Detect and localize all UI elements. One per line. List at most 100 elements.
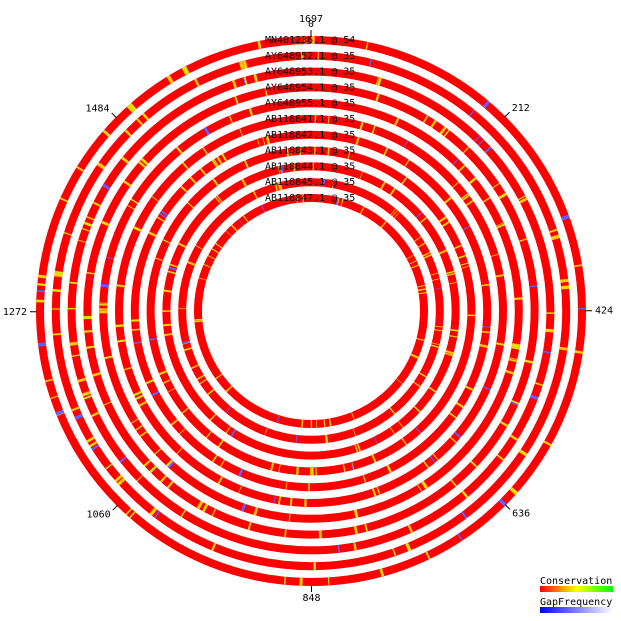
variation-mark — [444, 196, 452, 204]
variation-mark — [135, 425, 143, 431]
variation-mark — [76, 166, 85, 172]
variation-mark — [211, 159, 218, 168]
variation-mark — [91, 411, 100, 418]
variation-mark — [482, 385, 491, 391]
variation-mark — [543, 440, 552, 447]
sequence-label: AB118841.1 @ 35 — [265, 114, 355, 125]
variation-mark — [465, 385, 474, 391]
variation-mark — [270, 462, 275, 471]
variation-mark — [371, 488, 377, 497]
sequence-label: AB118847.1 @ 35 — [265, 193, 355, 204]
variation-mark — [149, 465, 157, 473]
variation-mark — [205, 431, 212, 439]
variation-mark — [379, 568, 385, 577]
variation-mark — [202, 503, 209, 513]
variation-mark — [405, 542, 412, 552]
variation-mark — [496, 223, 505, 229]
variation-mark — [389, 407, 396, 415]
sequence-ring — [130, 130, 492, 492]
variation-mark — [216, 195, 223, 203]
variation-mark — [465, 199, 474, 206]
variation-mark — [143, 459, 151, 467]
variation-mark — [74, 413, 84, 421]
variation-mark — [450, 479, 457, 487]
variation-mark — [136, 475, 143, 482]
variation-mark — [371, 125, 376, 134]
sequence-label: AY648955.1 @ 35 — [265, 98, 355, 109]
variation-mark — [215, 242, 223, 249]
tick-mark — [111, 112, 117, 119]
variation-mark — [496, 454, 505, 461]
variation-mark — [430, 119, 437, 128]
variation-mark — [158, 370, 168, 376]
variation-mark — [189, 176, 197, 184]
sequence-label: AB118842.1 @ 35 — [265, 130, 355, 141]
tick-label: 1060 — [87, 509, 111, 520]
variation-mark — [199, 167, 207, 176]
variation-mark — [438, 249, 448, 255]
variation-mark — [397, 420, 404, 428]
variation-mark — [462, 225, 471, 231]
variation-mark — [510, 401, 519, 406]
variation-mark — [209, 413, 217, 421]
variation-mark — [404, 159, 410, 167]
variation-mark — [166, 75, 174, 84]
variation-mark — [183, 347, 193, 352]
variation-mark — [383, 147, 389, 156]
variation-mark — [518, 195, 526, 201]
variation-mark — [449, 412, 457, 419]
sequence-label: AY648952.1 @ 35 — [265, 51, 355, 62]
variation-mark — [211, 542, 217, 552]
tick-label: 1484 — [85, 104, 109, 115]
variation-mark — [83, 394, 92, 400]
variation-mark — [162, 379, 171, 384]
variation-mark — [375, 93, 380, 102]
variation-mark — [353, 509, 359, 519]
variation-mark — [238, 61, 245, 70]
variation-mark — [178, 242, 187, 249]
variation-mark — [355, 136, 360, 146]
variation-mark — [180, 509, 187, 518]
variation-mark — [138, 161, 146, 169]
variation-mark — [445, 350, 454, 355]
sequence-ring — [194, 194, 428, 428]
variation-mark — [499, 420, 509, 428]
variation-mark — [415, 427, 422, 434]
variation-mark — [92, 372, 101, 377]
variation-mark — [359, 206, 365, 215]
variation-mark — [114, 474, 123, 483]
variation-mark — [386, 464, 393, 474]
sequence-label: MN401236.1 @ 54 — [265, 35, 355, 46]
variation-mark — [119, 456, 127, 463]
variation-mark — [199, 378, 207, 385]
variation-mark — [187, 202, 194, 209]
variation-mark — [415, 211, 423, 219]
conservation-gradient — [540, 586, 613, 592]
variation-mark — [166, 480, 174, 489]
variation-mark — [126, 104, 135, 113]
variation-mark — [407, 524, 414, 533]
sequence-ring — [99, 99, 523, 523]
variation-mark — [243, 160, 249, 169]
variation-mark — [253, 507, 259, 516]
sequence-label: AB118845.1 @ 35 — [265, 177, 355, 188]
variation-mark — [148, 231, 157, 238]
variation-mark — [457, 533, 463, 542]
variation-mark — [461, 193, 469, 200]
variation-mark — [505, 369, 514, 375]
legend-conservation: Conservation — [540, 576, 612, 587]
variation-mark — [242, 215, 249, 223]
variation-mark — [429, 456, 436, 464]
variation-mark — [423, 460, 430, 469]
variation-mark — [167, 460, 175, 469]
labels: MN401236.1 @ 54 AY648952.1 @ 35 AY648953.1… — [3, 14, 613, 604]
variation-mark — [182, 162, 189, 170]
variation-mark — [101, 220, 110, 227]
variation-mark — [154, 448, 162, 455]
variation-mark — [130, 198, 139, 205]
variation-mark — [230, 429, 237, 437]
variation-mark — [359, 121, 364, 130]
legend-gap-frequency: GapFrequency — [540, 597, 612, 608]
variation-mark — [175, 146, 183, 155]
variation-mark — [179, 428, 186, 435]
